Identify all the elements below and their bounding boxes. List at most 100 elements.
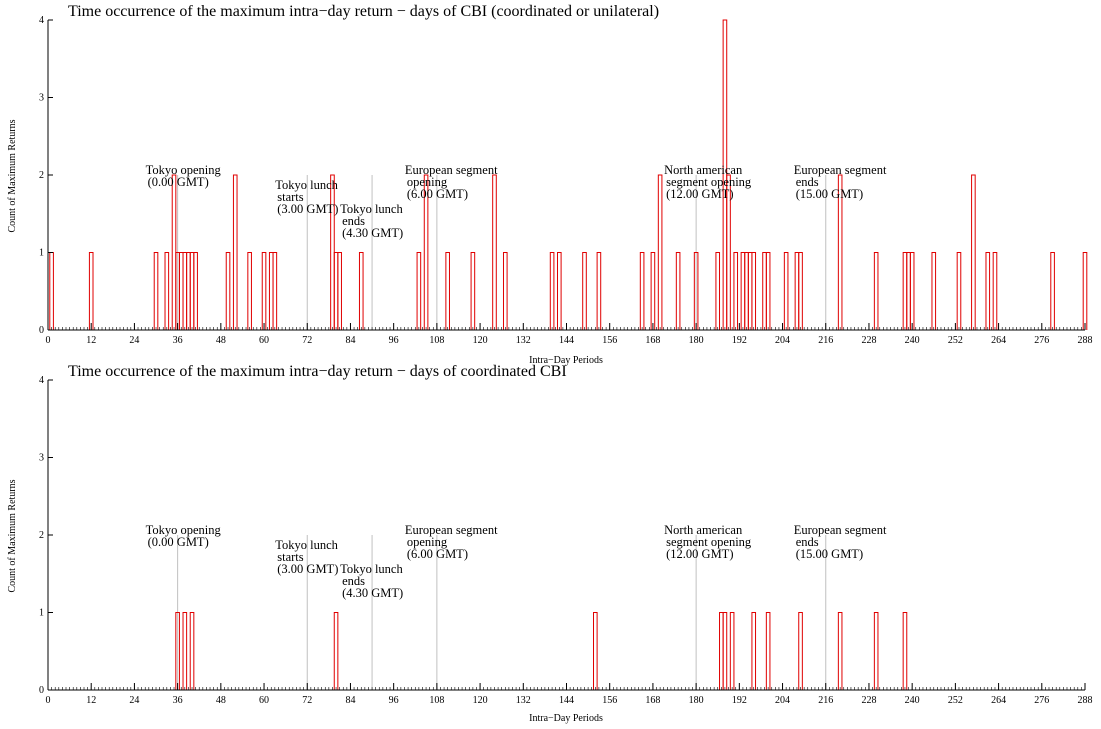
chart-title: Time occurrence of the maximum intra−day… bbox=[68, 3, 659, 20]
y-tick-label: 3 bbox=[39, 453, 44, 464]
bar bbox=[715, 252, 721, 330]
x-tick-label: 240 bbox=[905, 695, 920, 706]
session-annotation: starts bbox=[277, 190, 304, 204]
bar bbox=[358, 252, 364, 330]
session-annotation: ends bbox=[796, 175, 819, 189]
bar bbox=[783, 252, 789, 330]
bar bbox=[762, 252, 767, 330]
bar bbox=[193, 252, 198, 330]
session-annotation: (6.00 GMT) bbox=[407, 187, 468, 201]
y-tick-label: 3 bbox=[39, 93, 44, 104]
session-annotation: Tokyo lunch bbox=[275, 538, 338, 552]
bar bbox=[1050, 252, 1055, 330]
bar bbox=[740, 252, 746, 330]
x-tick-label: 84 bbox=[345, 695, 355, 706]
bar bbox=[232, 174, 238, 330]
bar bbox=[175, 612, 180, 690]
x-tick-label: 276 bbox=[1034, 335, 1049, 346]
x-tick-label: 228 bbox=[861, 335, 876, 346]
x-tick-label: 108 bbox=[429, 335, 444, 346]
x-tick-label: 60 bbox=[259, 695, 269, 706]
session-annotation: ends bbox=[342, 574, 365, 588]
y-tick-label: 0 bbox=[39, 325, 44, 336]
bar bbox=[931, 252, 937, 330]
x-tick-label: 96 bbox=[389, 695, 399, 706]
bar bbox=[492, 174, 497, 330]
chart-panel-all-cbi: Time occurrence of the maximum intra−day… bbox=[7, 3, 1093, 366]
session-annotation: (15.00 GMT) bbox=[796, 547, 863, 561]
bar bbox=[837, 174, 843, 330]
session-annotation: North american bbox=[664, 523, 743, 537]
bar bbox=[171, 174, 177, 330]
session-annotation: Tokyo lunch bbox=[340, 202, 403, 216]
bar bbox=[693, 252, 699, 330]
bar bbox=[189, 612, 195, 690]
x-tick-label: 240 bbox=[905, 335, 920, 346]
x-tick-label: 252 bbox=[948, 335, 963, 346]
bar bbox=[873, 612, 879, 690]
bar bbox=[992, 252, 998, 330]
session-annotation: starts bbox=[277, 550, 304, 564]
x-tick-label: 12 bbox=[86, 695, 96, 706]
x-tick-label: 180 bbox=[689, 335, 704, 346]
session-annotation: segment opening bbox=[666, 175, 752, 189]
session-annotation: European segment bbox=[794, 163, 887, 177]
bar bbox=[956, 252, 962, 330]
bar bbox=[445, 252, 450, 330]
x-tick-label: 72 bbox=[302, 335, 312, 346]
y-tick-label: 1 bbox=[39, 608, 44, 619]
x-tick-label: 48 bbox=[216, 335, 226, 346]
x-tick-label: 252 bbox=[948, 695, 963, 706]
y-tick-label: 4 bbox=[39, 375, 44, 386]
x-axis-label: Intra−Day Periods bbox=[529, 713, 603, 724]
session-annotation: segment opening bbox=[666, 535, 752, 549]
x-tick-label: 192 bbox=[732, 335, 747, 346]
bar bbox=[164, 252, 170, 330]
bar bbox=[902, 612, 908, 690]
bar bbox=[153, 252, 159, 330]
x-tick-label: 276 bbox=[1034, 695, 1049, 706]
bar bbox=[729, 612, 735, 690]
bar bbox=[985, 252, 991, 330]
x-tick-label: 84 bbox=[345, 335, 355, 346]
bar bbox=[333, 612, 339, 690]
session-annotation: (15.00 GMT) bbox=[796, 187, 863, 201]
x-tick-label: 72 bbox=[302, 695, 312, 706]
bar bbox=[178, 252, 184, 330]
session-annotation: (4.30 GMT) bbox=[342, 226, 403, 240]
bar bbox=[330, 174, 335, 330]
x-tick-label: 0 bbox=[46, 695, 51, 706]
session-annotation: opening bbox=[407, 535, 448, 549]
session-annotation: opening bbox=[407, 175, 448, 189]
bar bbox=[333, 252, 339, 330]
bar bbox=[675, 252, 681, 330]
bar bbox=[182, 252, 188, 330]
bar bbox=[88, 252, 94, 330]
session-annotation: (12.00 GMT) bbox=[666, 547, 733, 561]
x-tick-label: 204 bbox=[775, 695, 790, 706]
y-tick-label: 2 bbox=[39, 530, 44, 541]
bar bbox=[423, 174, 429, 330]
session-annotation: (3.00 GMT) bbox=[277, 562, 338, 576]
x-tick-label: 36 bbox=[173, 695, 183, 706]
session-annotation: (0.00 GMT) bbox=[148, 175, 209, 189]
session-annotation: European segment bbox=[405, 523, 498, 537]
x-tick-label: 132 bbox=[516, 695, 531, 706]
y-tick-label: 0 bbox=[39, 685, 44, 696]
bar bbox=[906, 252, 911, 330]
bar bbox=[502, 252, 508, 330]
x-tick-label: 24 bbox=[129, 335, 139, 346]
bar bbox=[798, 612, 803, 690]
bar bbox=[416, 252, 422, 330]
bar bbox=[49, 252, 54, 330]
x-tick-label: 156 bbox=[602, 695, 617, 706]
bar bbox=[722, 612, 728, 690]
bar bbox=[182, 612, 188, 690]
bar bbox=[902, 252, 908, 330]
x-tick-label: 144 bbox=[559, 335, 574, 346]
bar bbox=[726, 174, 731, 330]
x-tick-label: 24 bbox=[129, 695, 139, 706]
session-annotation: Tokyo opening bbox=[146, 523, 222, 537]
bar bbox=[719, 612, 724, 690]
